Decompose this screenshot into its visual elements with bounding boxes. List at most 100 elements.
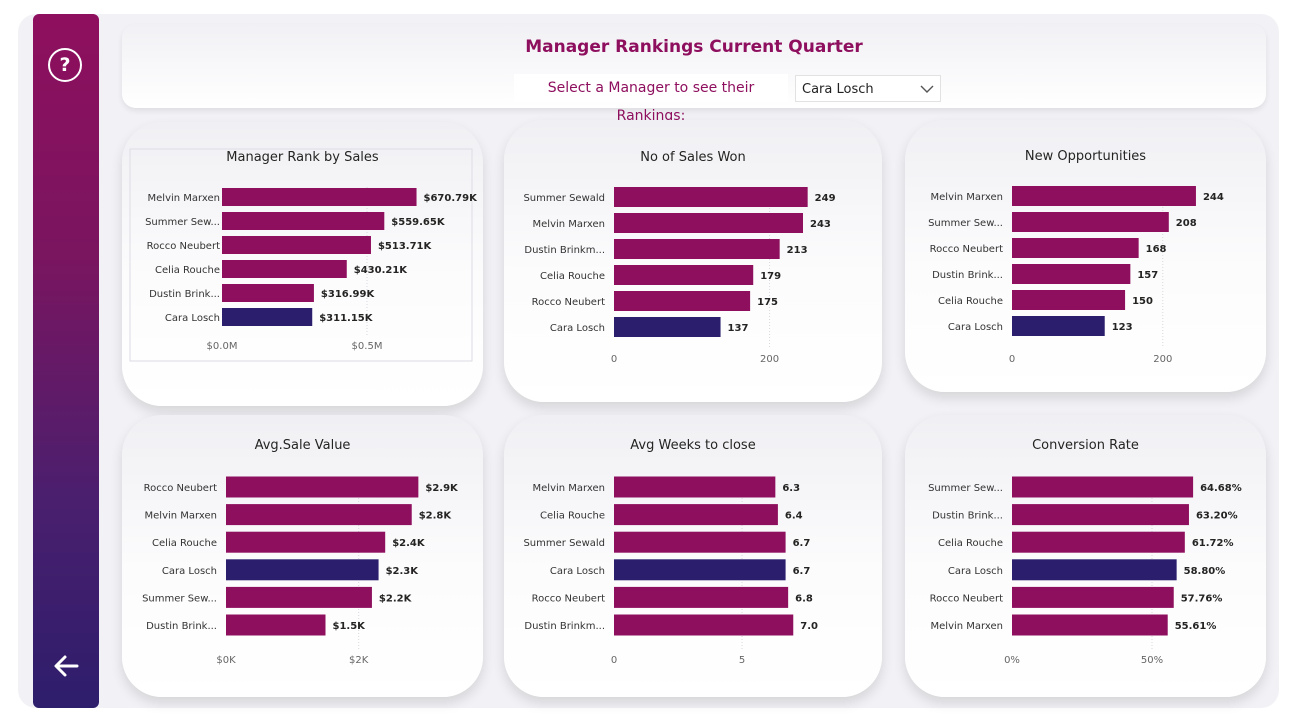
x-tick-label: 5 — [739, 655, 745, 666]
bar-highlighted — [1012, 316, 1105, 336]
x-tick-label: 200 — [1153, 354, 1172, 365]
bar — [614, 265, 754, 285]
category-label: Summer Sew... — [928, 483, 1003, 494]
category-label: Melvin Marxen — [533, 483, 605, 494]
bar-highlighted — [226, 559, 379, 581]
bar — [1012, 586, 1174, 608]
category-label: Rocco Neubert — [930, 593, 1003, 604]
bar — [222, 260, 347, 278]
category-label: Melvin Marxen — [148, 193, 220, 204]
category-label: Melvin Marxen — [145, 511, 217, 522]
chart-card-sales-rank: Manager Rank by Sales $0.0M $0.5M Melvin Ma… — [122, 122, 483, 406]
chart-title: Manager Rank by Sales — [226, 150, 379, 165]
chart-svg: Manager Rank by Sales $0.0M $0.5M Melvin Ma… — [129, 148, 479, 362]
bar — [226, 504, 412, 526]
back-arrow-icon[interactable] — [53, 654, 79, 678]
data-label: $311.15K — [319, 313, 374, 324]
data-label: 244 — [1203, 192, 1224, 203]
category-label: Cara Losch — [550, 323, 605, 334]
category-label: Celia Rouche — [938, 296, 1003, 307]
data-label: 249 — [815, 193, 836, 204]
data-label: 6.3 — [782, 483, 800, 494]
category-label: Celia Rouche — [938, 538, 1003, 549]
bar-highlighted — [614, 559, 786, 581]
category-label: Dustin Brinkm... — [524, 245, 605, 256]
x-tick-label: $0.0M — [207, 341, 238, 352]
category-label: Rocco Neubert — [532, 297, 605, 308]
category-label: Summer Sew... — [142, 593, 217, 604]
sidebar: ? — [33, 14, 99, 708]
data-label: 55.61% — [1175, 621, 1217, 632]
chart-card-avg-weeks-close: Avg Weeks to close 0 5 Melvin Marxen 6.3 Celi… — [504, 415, 882, 697]
bar — [222, 188, 417, 206]
data-label: 6.7 — [793, 566, 811, 577]
bar — [1012, 212, 1169, 232]
chart-svg: Avg.Sale Value $0K $2K Rocco Neubert $2.9K Me… — [142, 438, 459, 666]
chart-card-conversion-rate: Conversion Rate 0% 50% Summer Sew... 64.68% D… — [905, 415, 1266, 697]
bar — [222, 212, 385, 230]
data-label: 175 — [757, 297, 778, 308]
data-label: 243 — [810, 219, 831, 230]
data-label: $2.9K — [425, 483, 459, 494]
chart-title: Conversion Rate — [1032, 438, 1139, 453]
category-label: Rocco Neubert — [532, 593, 605, 604]
data-label: 61.72% — [1192, 538, 1234, 549]
data-label: $430.21K — [354, 265, 409, 276]
bar — [614, 239, 780, 259]
category-label: Celia Rouche — [152, 538, 217, 549]
data-label: 213 — [787, 245, 808, 256]
bar — [1012, 504, 1189, 526]
bar — [614, 187, 808, 207]
category-label: Dustin Brink... — [146, 621, 217, 632]
bar — [1012, 264, 1131, 284]
bar — [614, 504, 778, 526]
bar — [1012, 238, 1139, 258]
category-label: Rocco Neubert — [144, 483, 217, 494]
data-label: 57.76% — [1181, 593, 1223, 604]
data-label: 179 — [760, 271, 781, 282]
bar-highlighted — [614, 317, 721, 337]
bar — [1012, 290, 1126, 310]
bar — [1012, 476, 1194, 498]
x-tick-label: $0K — [216, 655, 236, 666]
chart-title: No of Sales Won — [640, 150, 746, 165]
data-label: $2.2K — [379, 593, 413, 604]
data-label: 6.4 — [785, 511, 803, 522]
category-label: Cara Losch — [162, 566, 217, 577]
bar — [614, 614, 794, 636]
chart-title: Avg.Sale Value — [255, 438, 351, 453]
data-label: $2.8K — [419, 511, 453, 522]
bar — [614, 476, 776, 498]
data-label: $559.65K — [391, 217, 446, 228]
data-label: 168 — [1146, 244, 1167, 255]
category-label: Cara Losch — [165, 313, 220, 324]
category-label: Dustin Brink... — [932, 511, 1003, 522]
help-icon[interactable]: ? — [48, 48, 82, 82]
category-label: Melvin Marxen — [533, 219, 605, 230]
data-label: $316.99K — [321, 289, 376, 300]
chevron-down-icon — [920, 85, 934, 93]
bar — [1012, 531, 1185, 553]
bar — [226, 614, 326, 636]
bar — [1012, 186, 1196, 206]
category-label: Rocco Neubert — [930, 244, 1003, 255]
page-title: Manager Rankings Current Quarter — [525, 37, 863, 57]
data-label: $513.71K — [378, 241, 433, 252]
bar — [614, 586, 789, 608]
bar — [614, 213, 803, 233]
bar-highlighted — [222, 308, 313, 326]
x-tick-label: 50% — [1141, 655, 1163, 666]
bar — [226, 476, 419, 498]
x-tick-label: 0 — [611, 354, 617, 365]
manager-dropdown-value: Cara Losch — [802, 82, 874, 97]
data-label: $670.79K — [424, 193, 479, 204]
category-label: Summer Sew... — [928, 218, 1003, 229]
manager-dropdown[interactable]: Cara Losch — [795, 75, 941, 102]
chart-card-new-opportunities: New Opportunities 0 200 Melvin Marxen 244 Sum… — [905, 120, 1266, 392]
bar — [222, 236, 371, 254]
category-label: Summer Sewald — [523, 538, 605, 549]
chart-card-sales-won: No of Sales Won 0 200 Summer Sewald 249 Melvi… — [504, 120, 882, 402]
chart-svg: Conversion Rate 0% 50% Summer Sew... 64.68% D… — [928, 438, 1242, 666]
chart-title: New Opportunities — [1025, 149, 1146, 164]
data-label: $1.5K — [333, 621, 367, 632]
